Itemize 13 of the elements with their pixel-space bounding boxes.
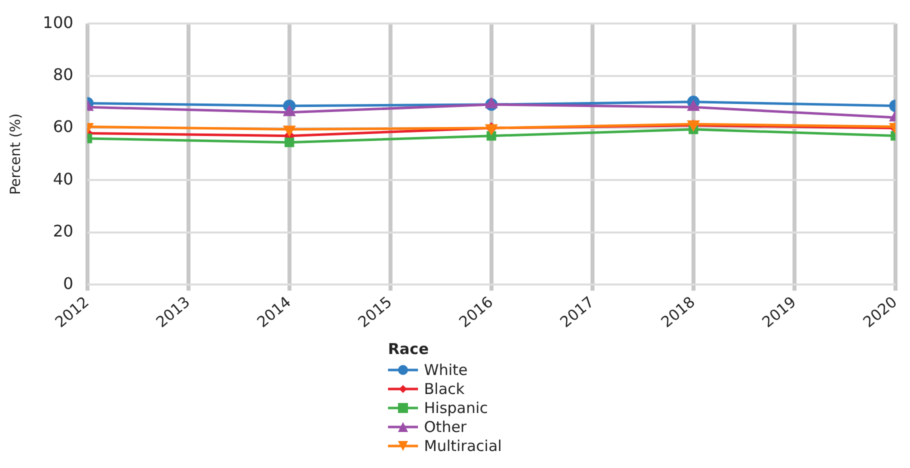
legend-label: White [424,360,468,378]
legend-title: Race [388,340,430,358]
y-tick-label: 80 [52,64,74,84]
legend-label: Other [424,418,467,436]
y-tick-label: 20 [52,222,74,241]
y-tick-label: 60 [52,117,74,136]
y-tick-label: 40 [52,169,74,188]
y-tick-label: 100 [42,12,74,32]
y-axis-title: Percent (%) [8,113,24,195]
legend-label: Hispanic [424,398,488,416]
legend-label: Black [424,380,465,398]
y-tick-label: 0 [63,274,74,293]
legend-label: Multiracial [424,436,502,454]
